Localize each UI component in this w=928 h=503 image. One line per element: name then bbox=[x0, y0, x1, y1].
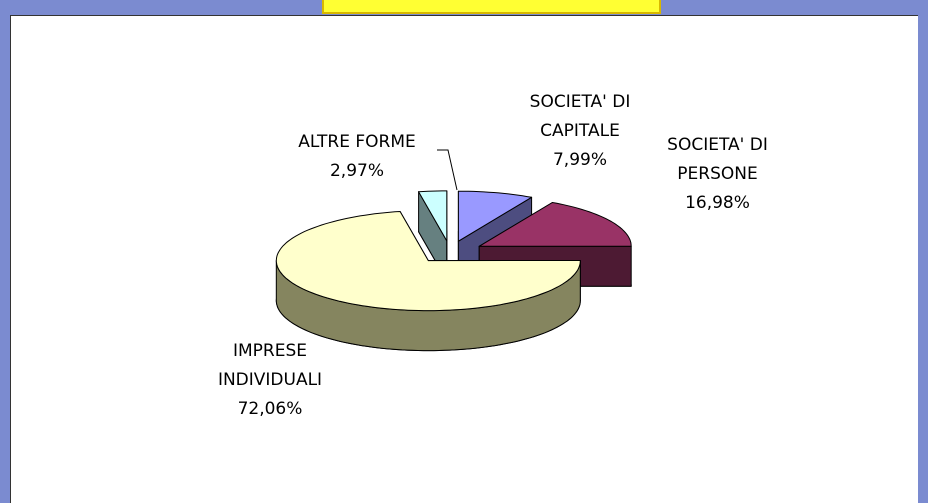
value-label: 16,98% bbox=[685, 193, 750, 213]
value-label: 2,97% bbox=[329, 161, 384, 181]
category-label: IMPRESE INDIVIDUALI bbox=[217, 341, 323, 390]
data-label: SOCIETA' DI PERSONE 16,98% bbox=[645, 131, 790, 218]
slice bbox=[418, 190, 448, 242]
slice bbox=[478, 202, 632, 247]
value-label: 72,06% bbox=[237, 399, 303, 419]
value-label: 7,99% bbox=[552, 150, 607, 170]
data-label: ALTRE FORME 2,97% bbox=[277, 128, 437, 186]
slice bbox=[275, 211, 581, 312]
leader-line bbox=[437, 149, 458, 191]
category-label: SOCIETA' DI PERSONE bbox=[667, 135, 768, 184]
title-tab bbox=[322, 0, 661, 14]
category-label: SOCIETA' DI CAPITALE bbox=[529, 92, 631, 141]
slice bbox=[457, 190, 533, 242]
category-label: ALTRE FORME bbox=[298, 132, 416, 152]
data-label: IMPRESE INDIVIDUALI 72,06% bbox=[195, 337, 345, 424]
data-label: SOCIETA' DI CAPITALE 7,99% bbox=[515, 88, 645, 175]
